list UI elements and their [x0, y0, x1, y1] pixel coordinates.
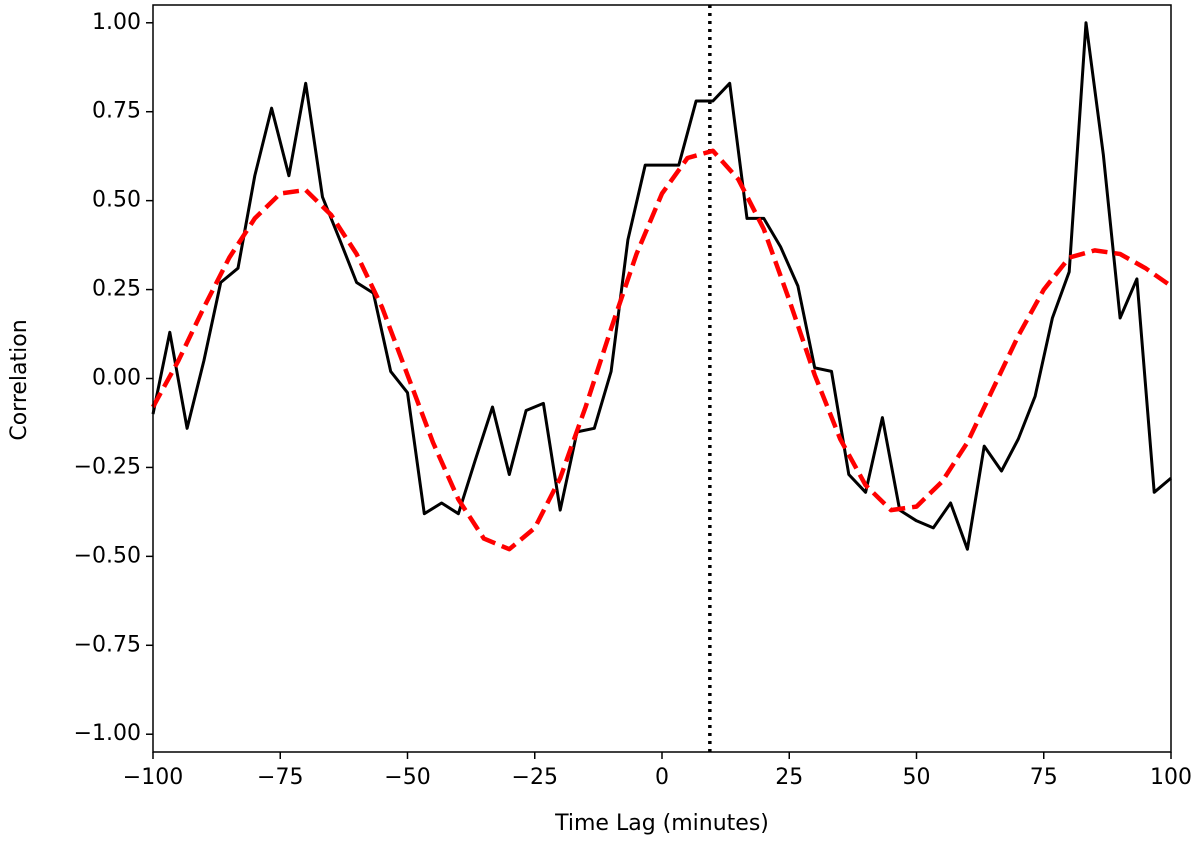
y-tick-label: 0.50 [92, 188, 141, 213]
x-tick-label: 75 [1030, 765, 1058, 790]
y-axis-label: Correlation [7, 319, 32, 440]
y-tick-label: 1.00 [92, 10, 141, 35]
x-tick-label: 100 [1150, 765, 1192, 790]
x-tick-label: 50 [903, 765, 931, 790]
y-tick-label: −0.25 [74, 454, 141, 479]
x-tick-label: −25 [512, 765, 558, 790]
x-tick-label: 0 [655, 765, 669, 790]
data-line [151, 21, 1172, 551]
y-tick-label: 0.25 [92, 277, 141, 302]
y-tick-label: −0.50 [74, 543, 141, 568]
x-tick-label: −100 [123, 765, 183, 790]
x-tick-label: −50 [384, 765, 430, 790]
x-tick-label: 25 [775, 765, 803, 790]
x-axis-label: Time Lag (minutes) [554, 811, 769, 836]
x-tick-label: −75 [257, 765, 303, 790]
y-tick-label: −0.75 [74, 632, 141, 657]
y-tick-label: −1.00 [74, 721, 141, 746]
y-tick-label: 0.00 [92, 366, 141, 391]
plot-frame [152, 4, 1172, 753]
y-tick-label: 0.75 [92, 99, 141, 124]
data-line [151, 148, 1173, 552]
